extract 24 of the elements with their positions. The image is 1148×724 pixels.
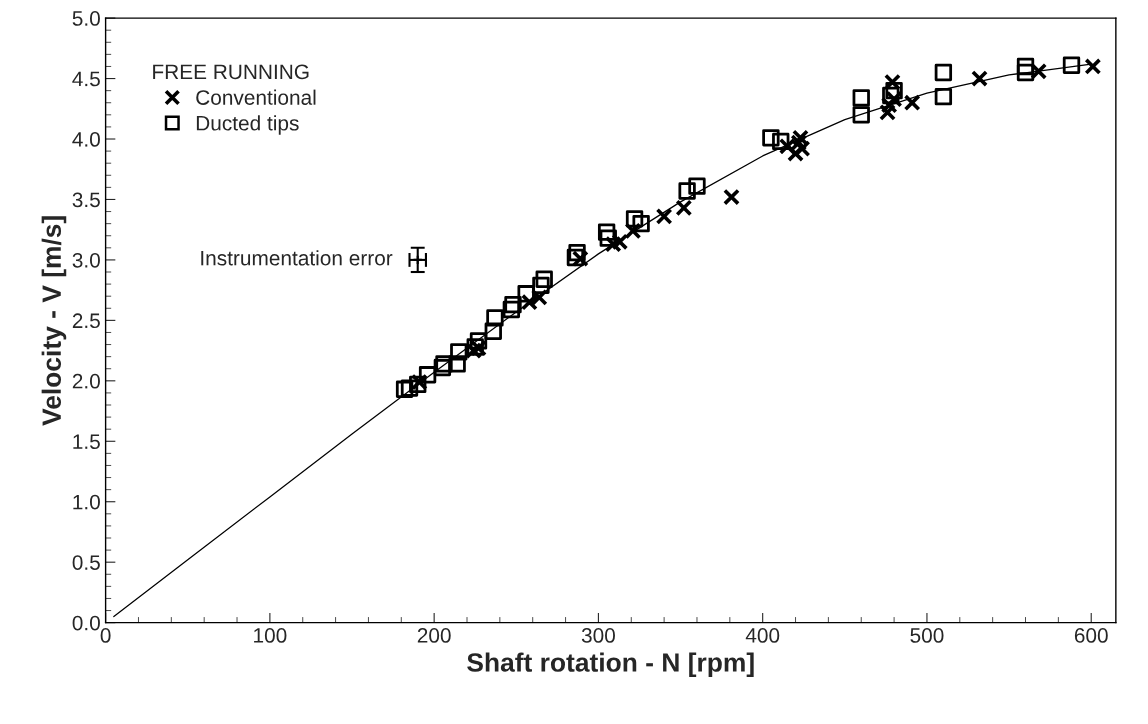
legend-title: FREE RUNNING — [153, 64, 309, 80]
x-tick-label: 100 — [254, 628, 287, 643]
y-axis-title: Velocity - V [m/s] — [41, 216, 67, 426]
annotation: Instrumentation error — [201, 250, 393, 266]
x-tick-label: 200 — [417, 628, 451, 643]
y-tick-label: 4.5 — [72, 71, 100, 87]
y-tick-label: 1.0 — [73, 494, 100, 510]
legend-label: Conventional — [196, 89, 316, 105]
x-tick-label: 300 — [581, 628, 615, 643]
y-tick-label: 0.5 — [72, 555, 100, 570]
y-tick-label: 4.0 — [72, 132, 100, 147]
x-tick-label: 0 — [100, 628, 111, 643]
y-tick-label: 0.0 — [72, 615, 100, 631]
x-tick-label: 400 — [745, 628, 780, 643]
y-tick-label: 3.5 — [72, 192, 100, 208]
x-axis-title: Shaft rotation - N [rpm] — [467, 652, 754, 678]
y-tick-label: 1.5 — [73, 434, 100, 450]
y-tick-label: 2.5 — [72, 313, 100, 329]
x-tick-label: 500 — [910, 628, 944, 643]
y-tick-label: 3.0 — [72, 252, 100, 268]
legend-label: Ducted tips — [196, 115, 299, 135]
y-tick-label: 2.0 — [72, 373, 100, 389]
y-tick-label: 5.0 — [72, 11, 100, 26]
x-tick-label: 600 — [1074, 628, 1108, 643]
